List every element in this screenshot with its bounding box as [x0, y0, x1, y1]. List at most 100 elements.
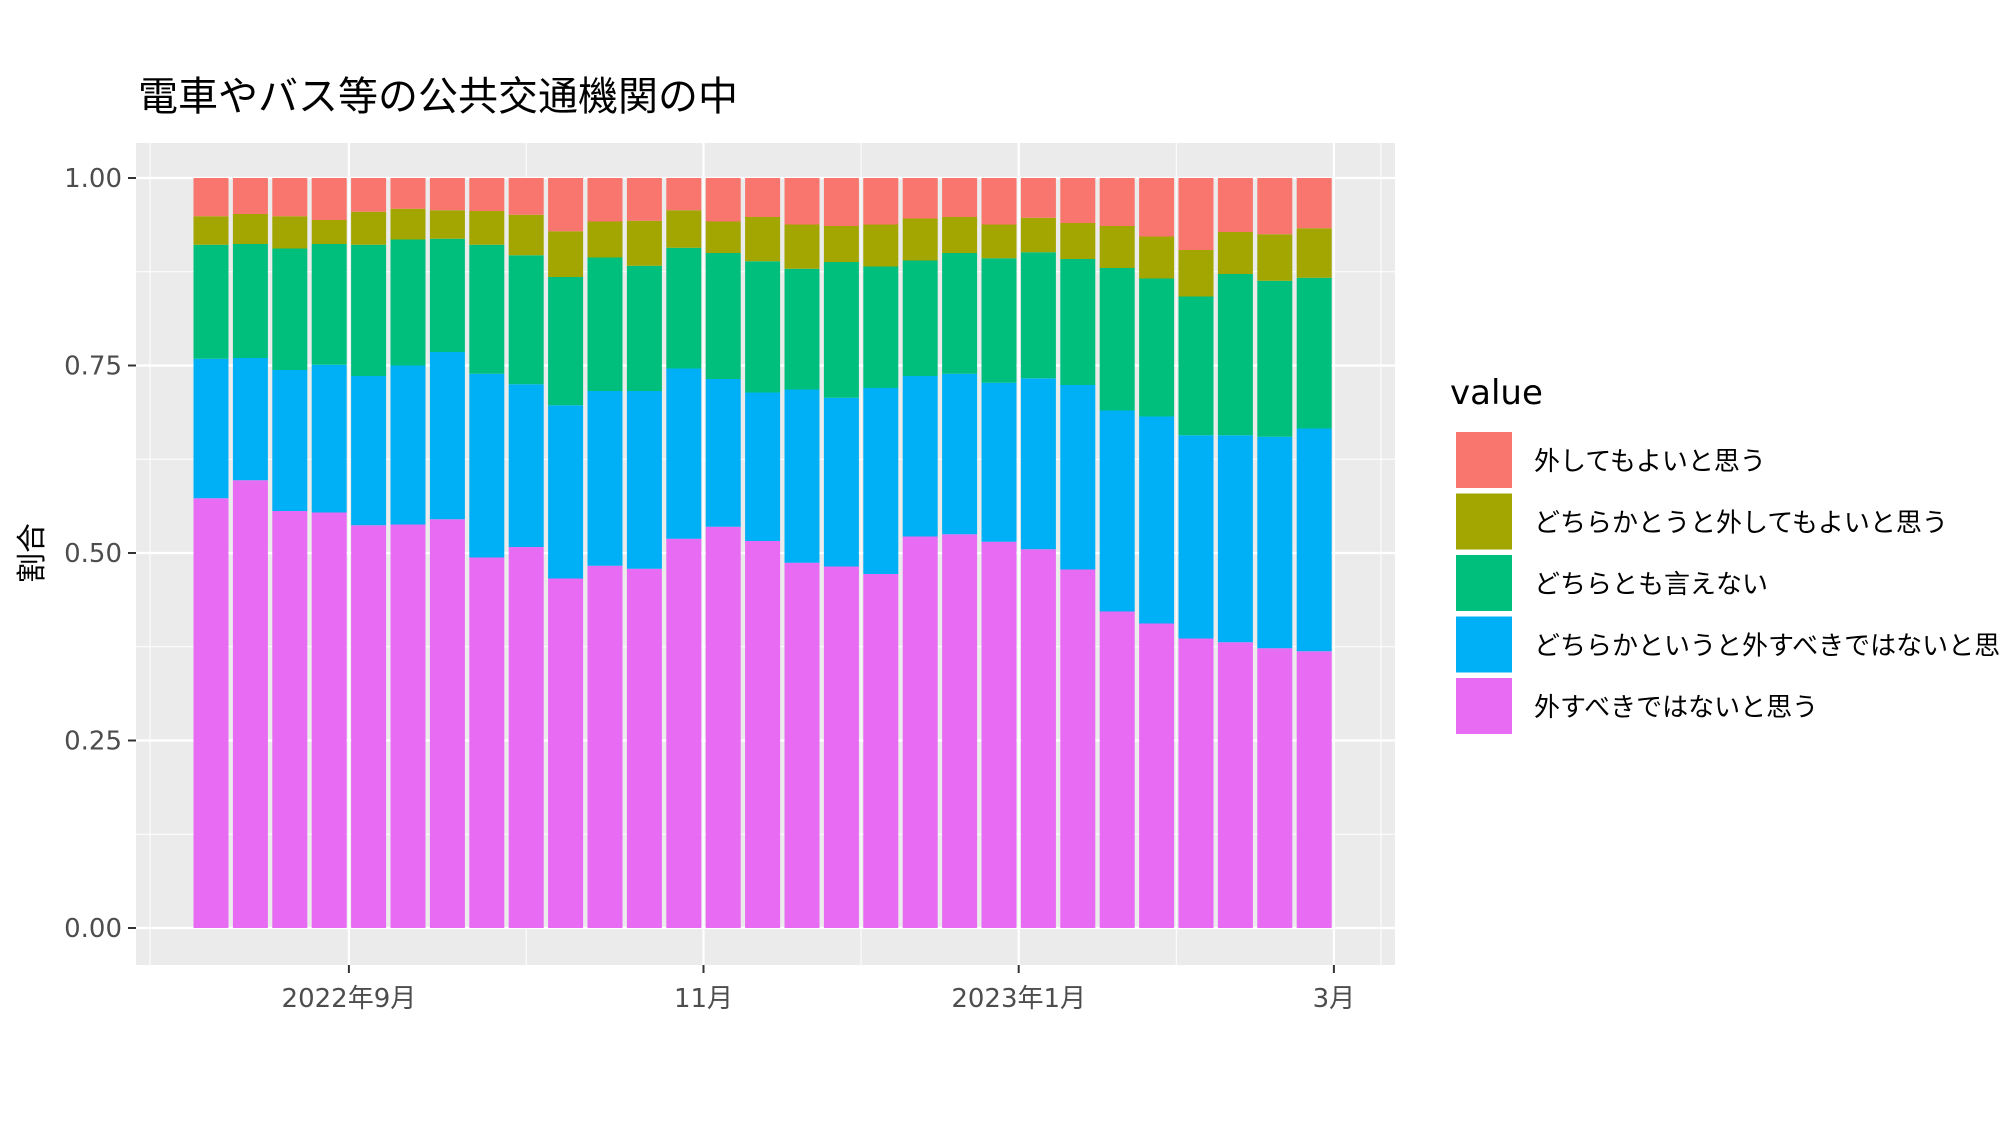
bar-segment — [666, 178, 702, 211]
bar-segment — [784, 268, 820, 390]
bar-segment — [1217, 642, 1253, 928]
bar-segment — [902, 178, 938, 219]
bar-segment — [705, 253, 741, 379]
bar-segment — [1217, 232, 1253, 274]
bar-segment — [784, 389, 820, 563]
bar-segment — [1099, 178, 1135, 226]
y-tick-label: 0.50 — [64, 539, 122, 569]
bar-segment — [351, 525, 387, 928]
bar-segment — [1257, 280, 1293, 437]
bar-segment — [469, 211, 505, 245]
bar-segment — [548, 578, 584, 928]
bar-segment — [390, 524, 426, 928]
bar-segment — [1178, 296, 1214, 436]
x-tick-label: 2023年1月 — [951, 984, 1086, 1014]
bar-segment — [942, 178, 978, 217]
bar-segment — [429, 519, 465, 928]
bar-segment — [1020, 178, 1056, 218]
legend-key — [1456, 616, 1512, 673]
bar-segment — [1020, 252, 1056, 379]
bar-segment — [981, 178, 1017, 225]
bar-segment — [1099, 268, 1135, 411]
legend-label: 外すべきではないと思う — [1534, 693, 1818, 723]
bar-segment — [745, 261, 781, 393]
bar-segment — [232, 214, 268, 244]
legend-label: どちらかとうと外してもよいと思う — [1534, 509, 1948, 539]
bar-segment — [351, 244, 387, 376]
bar-segment — [351, 211, 387, 245]
bar-segment — [390, 239, 426, 366]
bar-segment — [745, 217, 781, 262]
bar-segment — [587, 391, 623, 566]
bar-segment — [311, 512, 347, 928]
bar-segment — [1099, 226, 1135, 268]
bar-segment — [626, 178, 662, 221]
bar-segment — [942, 217, 978, 253]
bar-segment — [1296, 277, 1332, 429]
bar-segment — [626, 391, 662, 569]
bar-segment — [272, 216, 308, 249]
bar-segment — [548, 231, 584, 277]
bar-segment — [1178, 178, 1214, 250]
bar-segment — [1178, 435, 1214, 639]
bar-segment — [272, 511, 308, 928]
bar-segment — [823, 262, 859, 398]
legend-title: value — [1450, 373, 1543, 413]
bar-segment — [942, 534, 978, 928]
bar-segment — [469, 178, 505, 211]
bar-segment — [1139, 623, 1175, 928]
bar-segment — [548, 178, 584, 232]
y-axis-title: 割合 — [15, 523, 50, 583]
bar-segment — [508, 214, 544, 256]
bar-segment — [705, 178, 741, 222]
bar-segment — [981, 382, 1017, 542]
legend-label: 外してもよいと思う — [1534, 447, 1766, 477]
bar-segment — [1257, 234, 1293, 281]
bar-segment — [981, 224, 1017, 259]
bar-segment — [1178, 250, 1214, 297]
bar-segment — [1296, 651, 1332, 928]
bar-segment — [942, 373, 978, 535]
bar-segment — [1178, 638, 1214, 928]
bar-segment — [469, 557, 505, 928]
legend-key — [1456, 555, 1512, 611]
chart-title: 電車やバス等の公共交通機関の中 — [138, 74, 738, 120]
bar-segment — [548, 405, 584, 579]
legend-label: どちらとも言えない — [1534, 570, 1768, 600]
bar-segment — [1257, 436, 1293, 649]
bar-segment — [1060, 223, 1096, 259]
legend: value 外してもよいと思うどちらかとうと外してもよいと思うどちらとも言えない… — [1450, 373, 2000, 734]
bar-segment — [1060, 178, 1096, 223]
bar-segment — [429, 178, 465, 211]
bar-segment — [311, 220, 347, 244]
bar-segment — [705, 379, 741, 527]
bar-segment — [508, 255, 544, 385]
bar-segment — [587, 221, 623, 258]
y-tick-label: 0.00 — [64, 914, 122, 944]
legend-key — [1456, 432, 1512, 488]
bar-segment — [1217, 178, 1253, 232]
bar-segment — [469, 373, 505, 558]
bar-segment — [626, 220, 662, 266]
bar-segment — [863, 224, 899, 267]
bar-segment — [469, 244, 505, 374]
bar-segment — [784, 562, 820, 928]
bar-segment — [429, 352, 465, 520]
bar-segment — [1099, 611, 1135, 928]
legend-key — [1456, 493, 1512, 550]
bar-segment — [1060, 259, 1096, 385]
bar-segment — [1020, 217, 1056, 253]
x-axis: 2022年9月 11月 2023年1月 3月 — [282, 965, 1355, 1014]
bar-segment — [508, 384, 544, 547]
y-tick-label: 0.25 — [64, 727, 122, 757]
bar-segment — [390, 208, 426, 240]
bar-segment — [232, 178, 268, 214]
bar-segment — [863, 388, 899, 574]
bar-segment — [823, 397, 859, 567]
y-tick-label: 0.75 — [64, 352, 122, 382]
bar-segment — [823, 226, 859, 262]
bar-segment — [1060, 569, 1096, 928]
bar-segment — [1257, 648, 1293, 928]
bar-segment — [745, 541, 781, 928]
